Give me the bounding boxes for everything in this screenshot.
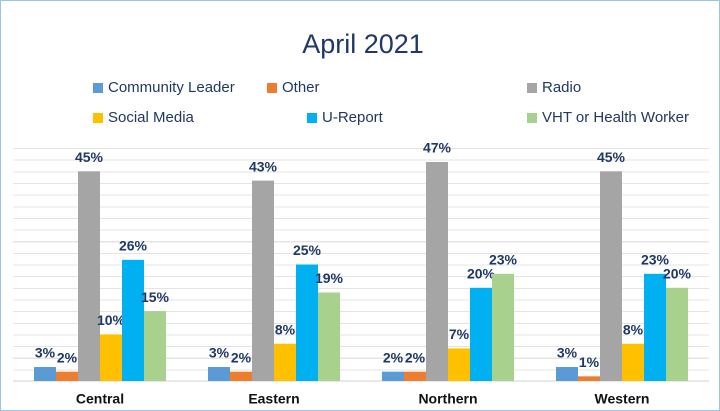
bar <box>556 367 578 381</box>
data-label: 3% <box>557 345 578 361</box>
bar <box>382 371 404 381</box>
legend-label: VHT or Health Worker <box>542 109 689 126</box>
legend-label: Social Media <box>108 109 195 126</box>
bar <box>470 287 492 381</box>
bar <box>34 367 56 381</box>
data-label: 45% <box>597 149 626 165</box>
legend-label: Other <box>282 79 320 96</box>
data-label: 7% <box>449 326 470 342</box>
bar <box>404 371 426 381</box>
data-label: 23% <box>641 252 670 268</box>
data-label: 2% <box>405 349 426 365</box>
data-label: 26% <box>119 238 148 254</box>
bar <box>230 371 252 381</box>
data-label: 47% <box>423 140 452 156</box>
legend-swatch <box>93 113 103 123</box>
bar <box>56 371 78 381</box>
data-label: 8% <box>275 321 296 337</box>
bar <box>644 273 666 381</box>
data-label: 10% <box>97 312 126 328</box>
bar <box>122 259 144 381</box>
data-label: 2% <box>383 349 404 365</box>
legend-label: Radio <box>542 79 581 96</box>
bar <box>208 367 230 381</box>
data-label: 19% <box>315 270 344 286</box>
bar <box>318 292 340 381</box>
legend-swatch <box>267 83 277 93</box>
bar <box>578 376 600 381</box>
data-label: 20% <box>467 266 496 282</box>
x-tick-label: Central <box>76 391 124 407</box>
bar <box>296 264 318 381</box>
x-tick-label: Northern <box>418 391 477 407</box>
legend-label: Community Leader <box>108 79 235 96</box>
legend-swatch <box>93 83 103 93</box>
data-label: 2% <box>231 349 252 365</box>
data-label: 15% <box>141 289 170 305</box>
data-label: 3% <box>209 345 230 361</box>
bar <box>666 287 688 381</box>
data-label: 20% <box>663 266 692 282</box>
bar <box>252 180 274 381</box>
legend-label: U-Report <box>322 109 384 126</box>
data-label: 2% <box>57 349 78 365</box>
bar <box>274 343 296 381</box>
legend-swatch <box>307 113 317 123</box>
bar <box>426 161 448 381</box>
bar <box>622 343 644 381</box>
bar <box>492 273 514 381</box>
x-tick-label: Western <box>595 391 650 407</box>
bar <box>100 334 122 381</box>
bar <box>600 171 622 381</box>
bar <box>448 348 470 381</box>
data-label: 1% <box>579 354 600 370</box>
chart-title: April 2021 <box>302 29 424 59</box>
bar <box>144 311 166 381</box>
data-label: 45% <box>75 149 104 165</box>
data-label: 8% <box>623 321 644 337</box>
data-label: 43% <box>249 158 278 174</box>
x-tick-label: Eastern <box>248 391 299 407</box>
legend-swatch <box>527 113 537 123</box>
data-label: 23% <box>489 252 518 268</box>
data-label: 3% <box>35 345 56 361</box>
data-label: 25% <box>293 242 322 258</box>
legend-swatch <box>527 83 537 93</box>
bar <box>78 171 100 381</box>
